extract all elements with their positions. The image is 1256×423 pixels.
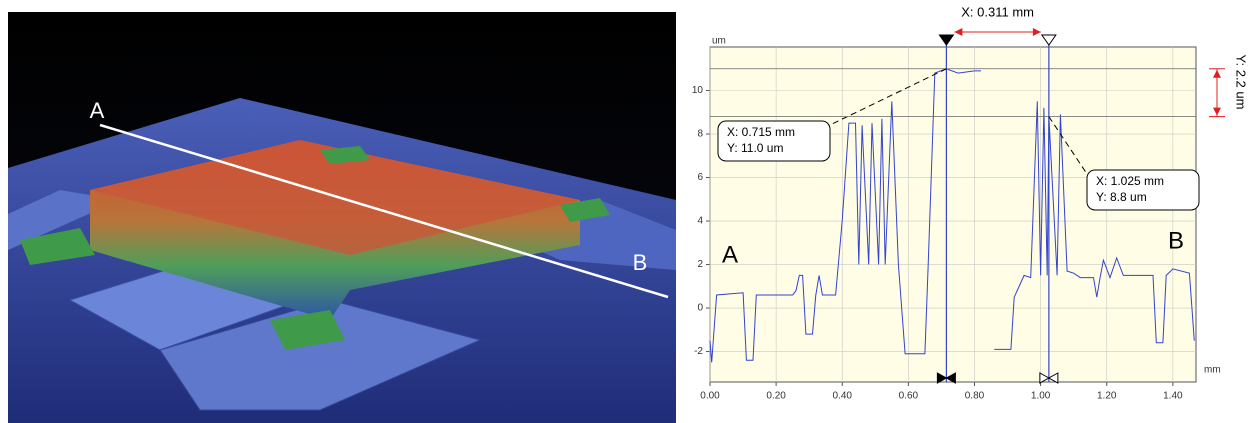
y-tick-label: 2 (697, 259, 703, 270)
arrow-head (1213, 107, 1221, 116)
callout-text: Y: 8.8 um (1096, 190, 1147, 204)
arrow-head (954, 28, 963, 36)
x-unit: mm (1204, 365, 1221, 376)
surface-image: A B (8, 12, 676, 423)
callout-leader (1048, 116, 1088, 175)
arrow-head (1032, 28, 1041, 36)
x-tick-label: 0.60 (899, 391, 919, 402)
image-label: B (633, 250, 648, 275)
x-tick-label: 1.40 (1163, 391, 1183, 402)
y-tick-label: 6 (697, 172, 703, 183)
callout-leader (829, 68, 947, 126)
cursor-handle (1039, 372, 1050, 384)
y-tick-label: 8 (697, 129, 703, 140)
profile-chart: -2 0 2 4 6 8 10 0.00 0.20 0.40 0.60 0.80 1.00 1.20 1.4… (692, 4, 1249, 401)
y-unit: um (712, 36, 726, 47)
callout-text: Y: 11.0 um (727, 141, 783, 155)
x-tick-label: 0.80 (965, 391, 985, 402)
y-tick-label: 4 (697, 216, 703, 227)
plot-area (709, 46, 1197, 383)
delta-x-label: X: 0.311 mm (961, 4, 1034, 19)
point-label: A (722, 241, 738, 268)
cursor-marker (938, 34, 955, 46)
x-tick-label: 0.00 (700, 391, 720, 402)
point-label: B (1168, 227, 1184, 254)
cursor-handle (1047, 372, 1059, 384)
cursor-handle (936, 372, 948, 384)
callout-box (717, 120, 831, 162)
x-tick-label: 0.20 (766, 391, 786, 402)
y-tick-label: 0 (697, 303, 703, 314)
x-tick-label: 1.20 (1097, 391, 1117, 402)
profile-line (709, 68, 1195, 363)
cursor-marker (1040, 34, 1057, 46)
delta-y-label: Y: 2.2 um (1234, 55, 1249, 110)
y-tick-label: 10 (692, 85, 704, 96)
callout-text: X: 1.025 mm (1096, 174, 1164, 188)
y-tick-label: -2 (694, 346, 703, 357)
arrow-head (1213, 69, 1221, 78)
callout-text: X: 0.715 mm (727, 125, 795, 139)
x-tick-label: 0.40 (833, 391, 853, 402)
callout-box (1086, 169, 1200, 211)
image-label: A (90, 98, 105, 123)
x-tick-label: 1.00 (1031, 391, 1051, 402)
cursor-handle (945, 372, 956, 384)
